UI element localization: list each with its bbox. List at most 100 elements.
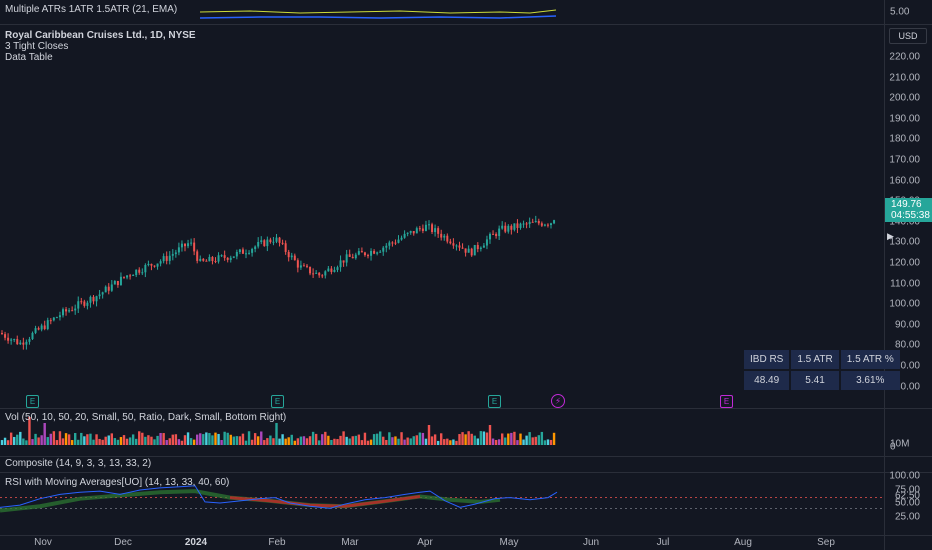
- volume-bar: [25, 440, 28, 445]
- price-tick: 80.00: [894, 339, 920, 351]
- volume-bar: [534, 436, 537, 445]
- volume-bar: [122, 435, 126, 445]
- candle-body: [190, 242, 193, 244]
- earnings-icon[interactable]: E: [271, 395, 284, 408]
- volume-bar: [260, 431, 263, 445]
- price-chart-pane[interactable]: Royal Caribbean Cruises Ltd., 1D, NYSE 3…: [0, 25, 884, 407]
- volume-bar: [375, 433, 379, 445]
- volume-bar: [119, 437, 123, 445]
- volume-bar: [452, 439, 455, 445]
- indicator-legend-tight-closes[interactable]: 3 Tight Closes: [5, 41, 69, 52]
- earnings-icon[interactable]: E: [488, 395, 501, 408]
- candle-body: [220, 255, 223, 257]
- volume-bar: [202, 434, 205, 445]
- candle-body: [409, 231, 412, 233]
- volume-bar: [37, 437, 40, 445]
- volume-bar: [476, 438, 479, 445]
- candle-body: [501, 225, 504, 229]
- candle-body: [129, 275, 132, 277]
- volume-bar: [34, 433, 37, 445]
- future-earnings-icon[interactable]: E: [720, 395, 733, 408]
- atr-indicator-pane[interactable]: Multiple ATRs 1ATR 1.5ATR (21, EMA): [0, 0, 884, 24]
- volume-bar: [138, 431, 141, 445]
- candle-body: [528, 221, 531, 225]
- candle-body: [397, 239, 400, 243]
- candle-body: [458, 245, 461, 248]
- price-tick: 130.00: [889, 236, 920, 248]
- rsi-axis[interactable]: 100.00 75.00 62.50 50.00 25.00: [886, 471, 932, 535]
- volume-legend[interactable]: Vol (50, 10, 50, 20, Small, 50, Ratio, D…: [5, 412, 287, 423]
- candle-body: [415, 228, 418, 234]
- volume-bar: [467, 431, 470, 445]
- rsi-pane[interactable]: RSI with Moving Averages[UO] (14, 13, 33…: [0, 473, 884, 535]
- volume-bar: [253, 433, 257, 445]
- pane-separator[interactable]: [0, 472, 932, 473]
- scroll-right-icon[interactable]: ▶: [887, 231, 894, 241]
- time-label: Dec: [114, 537, 132, 548]
- candle-body: [421, 228, 424, 231]
- composite-pane[interactable]: Composite (14, 9, 3, 3, 13, 33, 2): [0, 457, 884, 472]
- candle-body: [467, 248, 470, 253]
- volume-bar: [537, 435, 540, 445]
- candle-body: [156, 263, 159, 267]
- candle-body: [132, 274, 135, 276]
- candle-body: [263, 240, 266, 247]
- volume-bar: [473, 435, 476, 445]
- candle-body: [4, 334, 7, 338]
- candle-body: [211, 257, 214, 261]
- volume-pane[interactable]: Vol (50, 10, 50, 20, Small, 50, Ratio, D…: [0, 409, 884, 456]
- table-header-atr: 1.5 ATR: [791, 350, 839, 369]
- volume-bar: [211, 435, 214, 445]
- candle-body: [339, 260, 342, 268]
- pane-separator[interactable]: [0, 24, 932, 25]
- split-icon[interactable]: ⚡: [551, 394, 565, 408]
- volume-bar: [241, 433, 245, 445]
- volume-bar: [55, 440, 59, 445]
- candle-body: [495, 233, 498, 237]
- time-label: Feb: [268, 537, 286, 548]
- volume-bar: [89, 433, 92, 445]
- atr-legend: Multiple ATRs 1ATR 1.5ATR (21, EMA): [5, 4, 178, 15]
- symbol-title[interactable]: Royal Caribbean Cruises Ltd., 1D, NYSE: [5, 30, 196, 41]
- volume-bar: [40, 435, 43, 445]
- atr-tick: 5.00: [890, 6, 910, 18]
- pane-separator[interactable]: [0, 408, 932, 409]
- time-axis[interactable]: Nov Dec 2024 Feb Mar Apr May Jun Jul Aug Sep: [0, 536, 884, 550]
- candle-body: [473, 245, 476, 256]
- rsi-legend[interactable]: RSI with Moving Averages[UO] (14, 13, 33…: [5, 477, 230, 488]
- volume-bar: [464, 434, 467, 445]
- candle-body: [476, 245, 479, 250]
- earnings-icon[interactable]: E: [26, 395, 39, 408]
- candle-body: [492, 233, 495, 235]
- volume-bar: [494, 439, 498, 445]
- candle-body: [147, 263, 150, 266]
- volume-bar: [284, 438, 287, 445]
- volume-bar: [540, 431, 544, 445]
- price-axis-divider: [884, 0, 885, 550]
- volume-bar: [235, 436, 239, 445]
- volume-bar: [58, 431, 62, 445]
- candle-body: [370, 250, 373, 256]
- volume-bar: [171, 434, 174, 445]
- volume-bar: [549, 439, 553, 445]
- candle-body: [360, 251, 363, 253]
- candle-body: [119, 276, 122, 286]
- candle-body: [126, 275, 129, 278]
- table-header-ibd-rs: IBD RS: [744, 350, 790, 369]
- candle-body: [266, 239, 269, 247]
- candle-body: [351, 256, 354, 259]
- price-tick: 190.00: [889, 113, 920, 125]
- candle-body: [391, 242, 394, 244]
- volume-bar: [3, 437, 7, 445]
- candle-body: [299, 265, 302, 268]
- volume-bar: [491, 438, 495, 445]
- currency-button[interactable]: USD: [889, 28, 927, 44]
- volume-bar: [208, 433, 211, 445]
- pane-separator[interactable]: [0, 456, 932, 457]
- volume-bar: [385, 439, 388, 445]
- indicator-legend-data-table[interactable]: Data Table: [5, 52, 53, 63]
- volume-bar: [482, 431, 486, 445]
- price-tick: 110.00: [890, 278, 920, 290]
- price-tick: 70.00: [894, 360, 920, 372]
- composite-legend[interactable]: Composite (14, 9, 3, 3, 13, 33, 2): [5, 458, 152, 469]
